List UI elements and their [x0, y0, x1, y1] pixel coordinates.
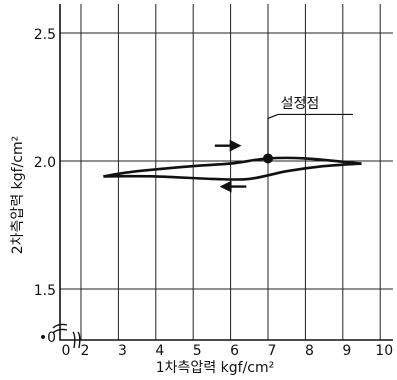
- x-tick-label: 6: [230, 343, 239, 359]
- direction-arrow-right: [214, 139, 242, 152]
- y-tick-label: •0: [39, 330, 56, 346]
- x-axis-break: [72, 331, 81, 349]
- hysteresis-curve: [103, 156, 362, 181]
- grid: [60, 4, 393, 340]
- x-tick-label: 2: [81, 343, 90, 359]
- plot-frame: [52, 4, 393, 349]
- annotations: [214, 113, 353, 193]
- y-axis-label: 2차측압력 kgf/cm²: [10, 136, 26, 254]
- direction-arrow-left: [219, 180, 247, 193]
- y-tick-label: 2.5: [34, 27, 56, 43]
- y-tick-label: 2.0: [34, 155, 56, 171]
- x-tick-label: 10: [375, 343, 393, 359]
- x-tick-label: 9: [342, 343, 351, 359]
- axes-frame: [59, 4, 393, 341]
- x-tick-label: 5: [193, 343, 202, 359]
- x-tick-label: 7: [268, 343, 277, 359]
- curve-decreasing: [103, 162, 362, 181]
- x-tick-label: 0: [62, 343, 71, 359]
- x-axis-label: 1차측압력 kgf/cm²: [156, 360, 274, 376]
- x-tick-label: 8: [305, 343, 314, 359]
- y-axis-break: [52, 323, 68, 334]
- curve-increasing: [103, 156, 362, 178]
- set-point-leader: [267, 113, 353, 159]
- set-point-label: 설정점: [281, 96, 320, 112]
- y-tick-label: 1.5: [34, 283, 56, 299]
- x-tick-label: 3: [118, 343, 127, 359]
- x-tick-label: 4: [155, 343, 164, 359]
- tick-labels: 0 2 3 4 5 6 7 8 9 10 2.5 2.0 1.5 •0: [34, 27, 393, 359]
